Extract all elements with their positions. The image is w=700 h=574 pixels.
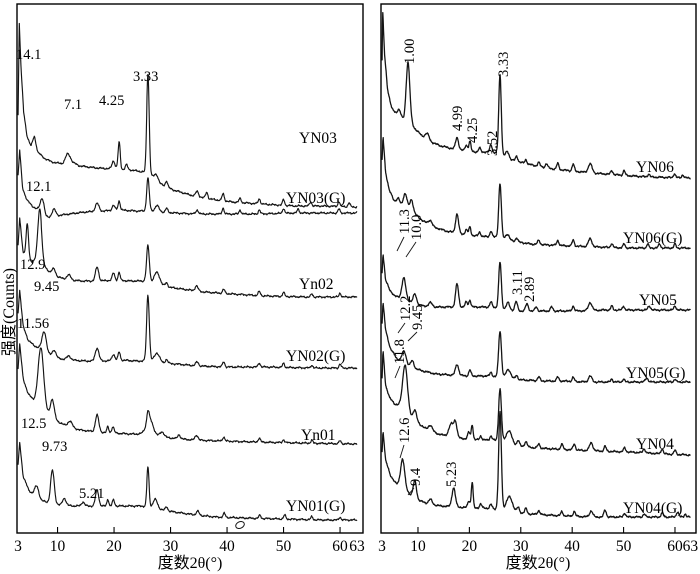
peak-label: 1.00 [402, 39, 418, 64]
peak-label: 12.9 [20, 257, 45, 273]
xrd-curve [17, 149, 358, 219]
xrd-curve [17, 441, 358, 522]
xrd-curve [381, 302, 691, 384]
peak-label: 9.45 [410, 305, 426, 330]
xrd-curve [17, 22, 358, 209]
leader-line [396, 236, 405, 252]
sample-label: YN04 [636, 436, 674, 453]
peak-label: 14.1 [16, 47, 41, 63]
ellipse-marker [235, 521, 245, 529]
x-tick-label: 40 [564, 538, 580, 555]
peak-label: 12.5 [21, 416, 46, 432]
leader-line [397, 322, 406, 334]
leader-line [399, 444, 405, 459]
x-tick-label: 50 [276, 538, 292, 555]
peak-label: 3.33 [133, 69, 158, 85]
x-axis-title-left: 度数2θ(°) [158, 554, 223, 572]
xrd-curve [381, 254, 691, 313]
x-tick-label: 10 [50, 538, 66, 555]
x-tick-label: 40 [219, 538, 235, 555]
xrd-curve [17, 208, 358, 299]
leader-line [407, 331, 418, 342]
y-axis-title: 强度(Counts) [0, 268, 18, 356]
x-tick-label: 50 [616, 538, 632, 555]
xrd-curve [381, 136, 691, 250]
leader-line [394, 365, 401, 379]
panel-right: 3 10 20 30 40 50 60 63 YN06 YN06(G) YN05 YN05(G) YN0… [378, 3, 699, 555]
panels-root: 3 10 20 30 40 50 60 63YN03YN03(G)Yn02YN02(G)Yn0… [14, 3, 699, 555]
peak-label: 7.1 [64, 97, 82, 113]
x-tick-label: 3 [14, 538, 22, 555]
peak-label: 3.52 [485, 131, 501, 156]
sample-label: YN06 [636, 159, 674, 176]
peak-label: 11.8 [392, 339, 408, 364]
sample-label: YN06(G) [623, 230, 682, 247]
peak-label: 11.56 [17, 316, 49, 332]
x-axis-title-right: 度数2θ(°) [506, 554, 571, 572]
xrd-curve [17, 289, 358, 370]
xrd-curve [17, 343, 358, 446]
curves-group [17, 22, 358, 522]
x-tick-label: 10 [410, 538, 426, 555]
sample-label: Yn01 [301, 427, 335, 444]
peak-label: 12.6 [397, 418, 413, 443]
peak-label: 4.25 [99, 93, 124, 109]
panel-border [16, 3, 364, 534]
xrd-curve [381, 351, 691, 457]
x-tick-label: 63 [349, 538, 365, 555]
panel-border [380, 3, 697, 534]
peak-label: 4.25 [465, 118, 481, 143]
sample-label: Yn02 [299, 276, 333, 293]
x-tick-label: 60 [332, 538, 348, 555]
x-tick-label: 63 [683, 538, 699, 555]
peak-label: 9.73 [42, 439, 67, 455]
peak-label: 2.89 [522, 277, 538, 302]
sample-label: YN03 [299, 130, 337, 147]
leader-line [407, 487, 415, 496]
xrd-curve [381, 12, 691, 180]
sample-label: YN03(G) [286, 190, 345, 207]
x-tick-label: 30 [163, 538, 179, 555]
peak-label: 9.4 [408, 467, 424, 486]
peak-label: 3.33 [496, 52, 512, 77]
sample-label: YN05 [639, 292, 677, 309]
panel-left: 3 10 20 30 40 50 60 63 YN03 YN03(G) Yn02 YN02(G) Yn0… [14, 3, 365, 555]
peak-label: 10.0 [409, 215, 425, 240]
peak-label: 5.23 [444, 462, 460, 487]
peak-label: 12.1 [26, 179, 51, 195]
sample-label: YN05(G) [626, 365, 685, 382]
leader-line [405, 241, 417, 258]
x-tick-label: 20 [462, 538, 478, 555]
sample-label: YN02(G) [286, 348, 345, 365]
peak-label: 3.11 [510, 270, 526, 295]
x-tick-label: 3 [378, 538, 386, 555]
peak-label: 12.2 [398, 296, 414, 321]
peak-label: 4.99 [450, 106, 466, 131]
xrd-curve [381, 410, 691, 519]
x-tick-label: 20 [106, 538, 122, 555]
sample-label: YN04(G) [623, 500, 682, 517]
peak-label: 9.45 [34, 279, 59, 295]
x-tick-label: 60 [667, 538, 683, 555]
curves-group [381, 12, 691, 519]
x-tick-label: 30 [513, 538, 529, 555]
peak-label: 11.3 [397, 209, 413, 234]
peak-label: 5.21 [79, 486, 104, 502]
sample-label: YN01(G) [286, 498, 345, 515]
